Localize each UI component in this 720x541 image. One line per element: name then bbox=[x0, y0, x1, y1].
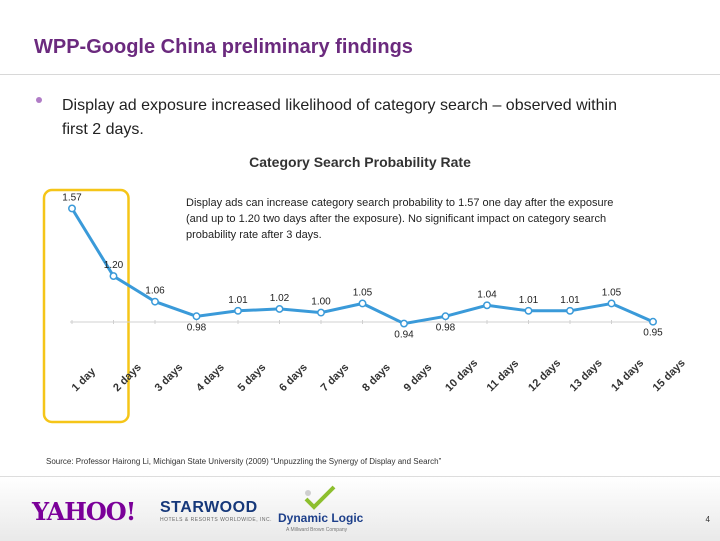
x-tick-label: 7 days bbox=[319, 361, 352, 394]
data-label: 0.94 bbox=[394, 330, 414, 341]
highlight-box bbox=[42, 188, 130, 424]
data-label: 1.00 bbox=[311, 297, 331, 308]
data-point bbox=[68, 204, 76, 213]
data-label: 0.98 bbox=[187, 322, 207, 333]
data-label: 1.04 bbox=[477, 289, 497, 300]
data-label: 0.95 bbox=[643, 328, 663, 339]
data-point bbox=[524, 306, 533, 315]
data-point bbox=[441, 312, 450, 321]
x-tick-label: 6 days bbox=[277, 361, 310, 394]
x-tick-label: 5 days bbox=[236, 361, 269, 394]
data-label: 1.05 bbox=[353, 287, 373, 298]
data-point bbox=[317, 308, 325, 317]
dynamic-logic-check-icon bbox=[304, 485, 336, 510]
yahoo-logo: YAHOO! bbox=[32, 497, 136, 526]
chart-annotation: Display ads can increase category search… bbox=[186, 197, 614, 241]
x-tick-label: 12 days bbox=[526, 357, 563, 394]
data-label: 1.01 bbox=[560, 295, 580, 306]
page-number: 4 bbox=[705, 515, 710, 524]
x-tick-label: 3 days bbox=[153, 361, 186, 394]
data-point bbox=[275, 304, 284, 313]
dynamic-logic-tagline: A Millward Brown Company bbox=[286, 527, 348, 533]
data-point bbox=[358, 299, 367, 308]
data-label: 1.05 bbox=[602, 287, 622, 298]
x-tick-label: 13 days bbox=[568, 357, 605, 394]
chart-title: Category Search Probability Rate bbox=[249, 154, 471, 170]
data-label: 1.06 bbox=[145, 286, 165, 297]
title-divider bbox=[0, 74, 720, 75]
footer-bar: YAHOO! STARWOOD HOTELS & RESORTS WORLDWI… bbox=[0, 476, 720, 541]
bullet-dot bbox=[36, 97, 42, 103]
slide-title: WPP-Google China preliminary findings bbox=[34, 36, 413, 58]
data-label: 1.02 bbox=[270, 293, 290, 304]
line-chart: 1.57 1.20 1.06 0.98 1.01 1.02 1.00 1.05 0.94 0.98… bbox=[42, 188, 688, 424]
data-label: 0.98 bbox=[436, 322, 456, 333]
x-tick-label: 15 days bbox=[651, 357, 688, 394]
bullet-text: Display ad exposure increased likelihood… bbox=[62, 97, 617, 138]
data-point bbox=[483, 301, 491, 310]
source-citation: Source: Professor Hairong Li, Michigan S… bbox=[46, 457, 442, 466]
x-tick-label: 14 days bbox=[609, 357, 646, 394]
x-tick-label: 11 days bbox=[485, 358, 522, 395]
dynamic-logic-logo: Dynamic Logic bbox=[278, 511, 364, 525]
data-label: 1.20 bbox=[104, 260, 124, 271]
x-tick-label: 1 day bbox=[70, 365, 99, 394]
data-label: 1.57 bbox=[62, 192, 82, 203]
x-tick-label: 4 days bbox=[194, 361, 227, 394]
data-label: 1.01 bbox=[228, 295, 248, 306]
starwood-logo: STARWOOD bbox=[160, 499, 258, 516]
data-point bbox=[607, 299, 616, 308]
x-tick-label: 9 days bbox=[402, 361, 435, 394]
data-point bbox=[400, 319, 408, 328]
x-tick-label: 10 days bbox=[443, 357, 480, 394]
starwood-logo-tagline: HOTELS & RESORTS WORLDWIDE, INC. bbox=[160, 517, 273, 523]
data-label: 1.01 bbox=[519, 295, 539, 306]
data-point bbox=[192, 312, 201, 321]
data-point bbox=[649, 317, 657, 326]
data-point bbox=[151, 297, 159, 306]
data-point bbox=[109, 272, 118, 281]
data-point bbox=[566, 306, 574, 315]
x-tick-label: 8 days bbox=[360, 361, 393, 394]
data-point bbox=[234, 306, 242, 315]
